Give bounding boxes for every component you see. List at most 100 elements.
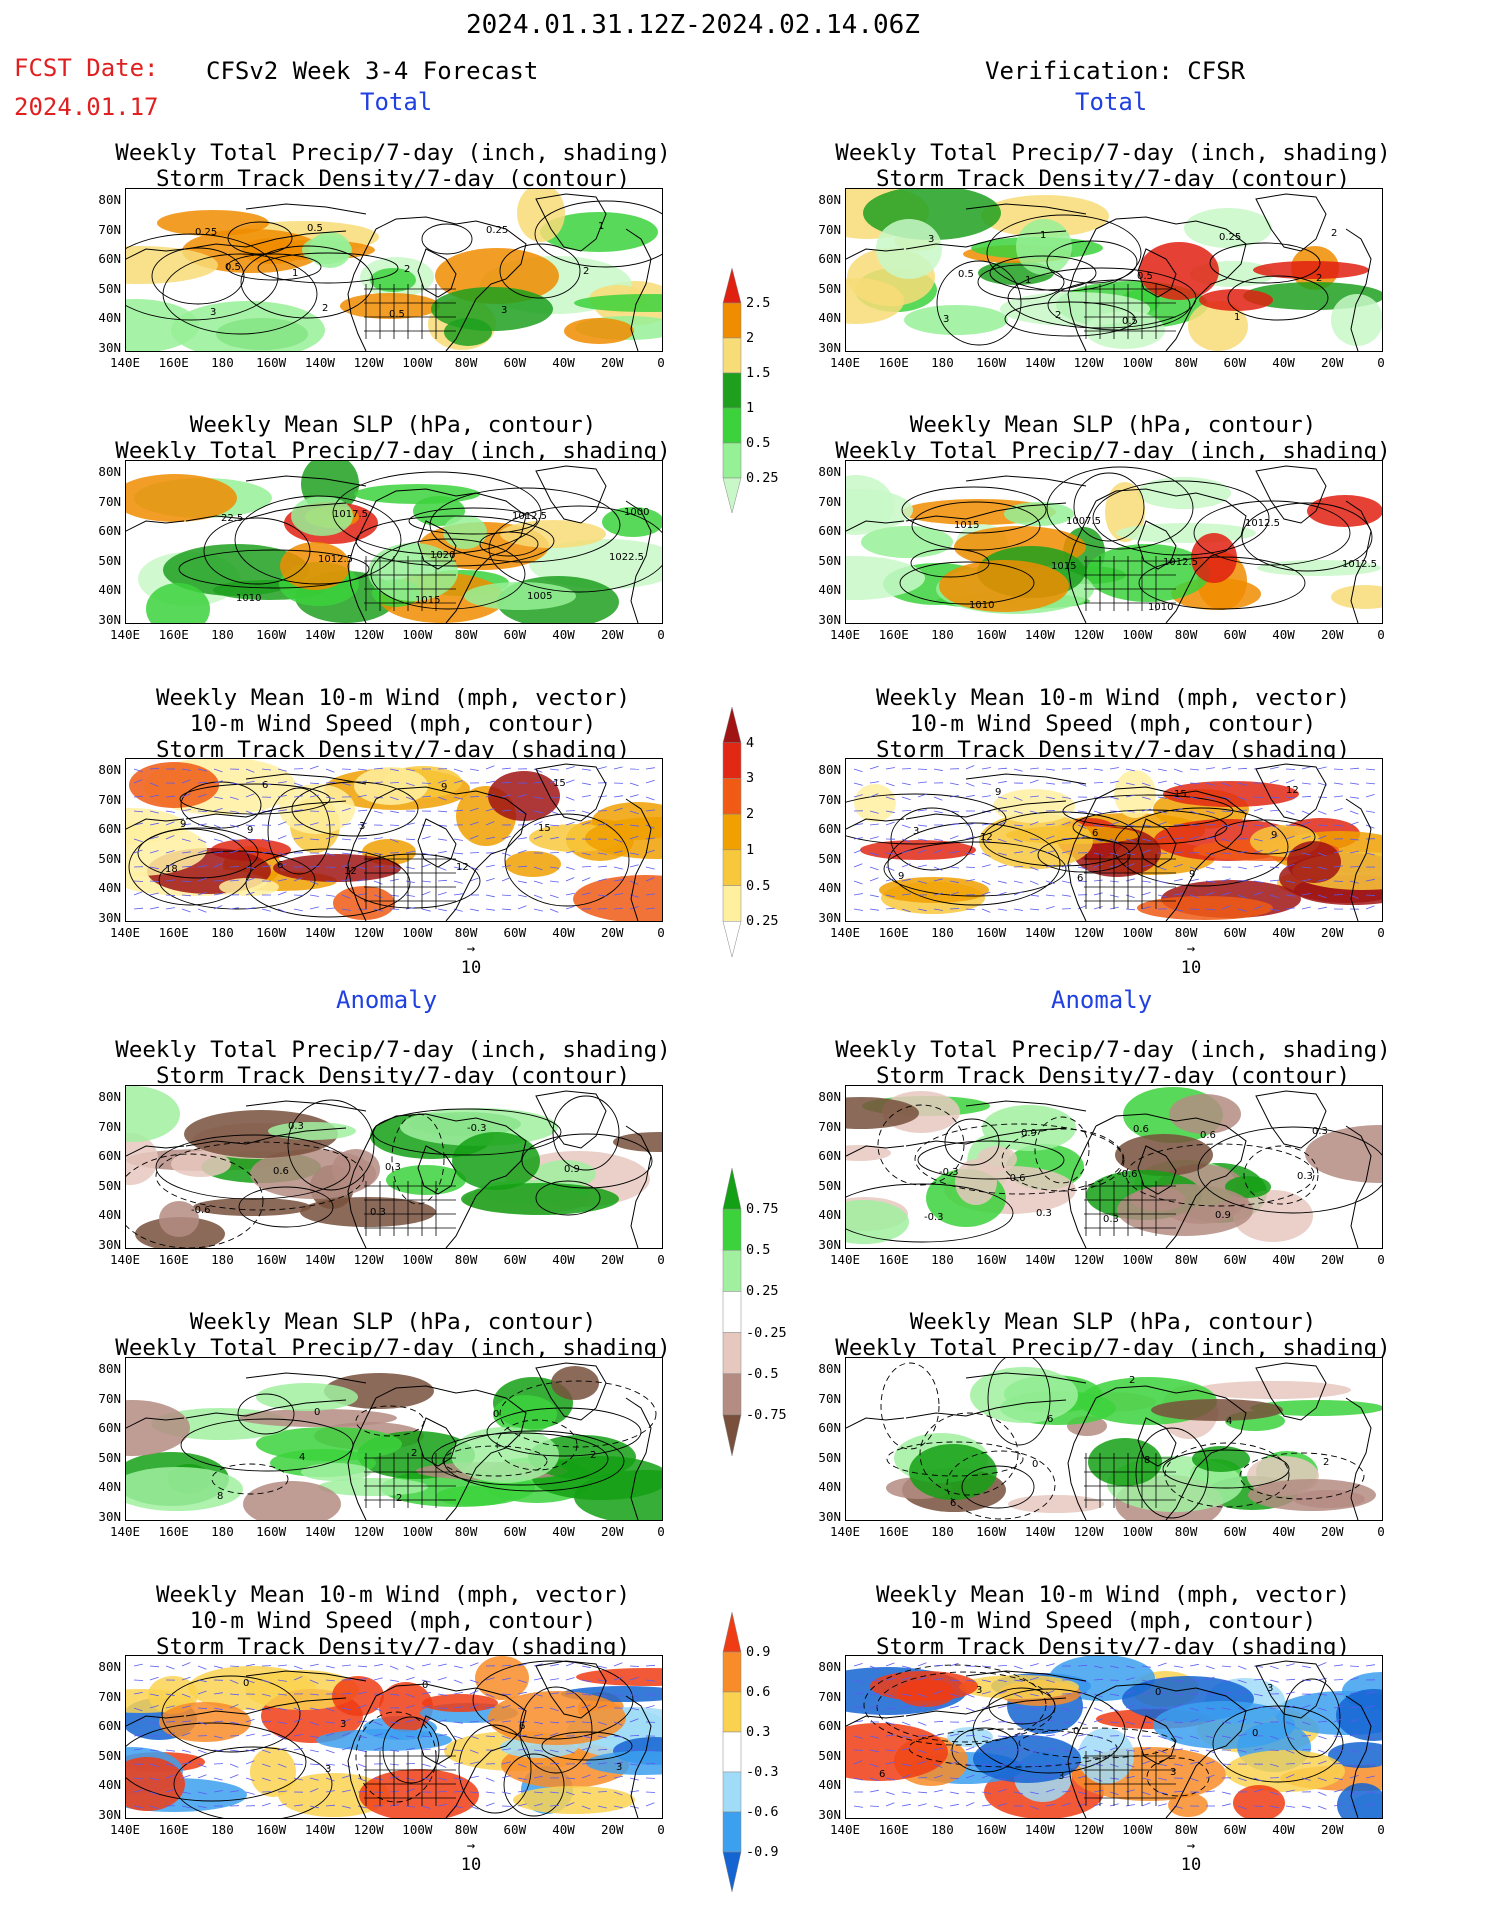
contour-label: 1010: [1148, 602, 1173, 613]
contour-label: 8: [217, 1491, 223, 1502]
contour-label: 3: [325, 1764, 331, 1775]
lon-tick: 160W: [976, 925, 1007, 940]
lon-tick: 100W: [1122, 925, 1153, 940]
lon-tick: 160E: [878, 925, 909, 940]
lon-tick: 80W: [454, 1524, 478, 1539]
lat-tick: 30N: [818, 611, 841, 627]
lon-tick: 180: [931, 1822, 954, 1837]
lon-tick: 140E: [829, 355, 861, 370]
contour-label: 0.5: [307, 223, 323, 234]
contour-label: 9: [1189, 869, 1195, 880]
lat-tick: 70N: [818, 1688, 841, 1704]
lon-tick: 0: [657, 1822, 665, 1837]
lon-tick: 80W: [1174, 1822, 1198, 1837]
lon-tick: 180: [211, 1822, 234, 1837]
colorbar-segment: [722, 1651, 742, 1693]
panel-title-line: 10-m Wind Speed (mph, contour): [909, 1608, 1317, 1634]
lon-tick: 140W: [304, 627, 335, 642]
lat-tick: 70N: [818, 221, 841, 237]
contour-label: 0: [1252, 1728, 1258, 1739]
contour-label: 9: [995, 787, 1001, 798]
panel-title-line: Weekly Mean SLP (hPa, contour): [909, 412, 1317, 438]
lat-tick: 70N: [818, 791, 841, 807]
colorbar-segment: [722, 302, 742, 339]
lat-tick: 50N: [98, 1177, 121, 1193]
contour-label: 0.9: [564, 1164, 580, 1175]
lon-tick: 140E: [829, 1524, 861, 1539]
lat-tick: 60N: [98, 1718, 121, 1733]
contour-label: -0.6: [1006, 1173, 1026, 1184]
contour-label: 0.9: [1021, 1128, 1037, 1139]
lat-tick: 80N: [818, 1089, 841, 1104]
lon-tick: 160E: [878, 1252, 909, 1267]
lon-tick: 100W: [1122, 627, 1153, 642]
contour-label: 3: [976, 1685, 982, 1696]
lat-tick: 80N: [98, 1089, 121, 1104]
colorbar-segment: [722, 372, 742, 409]
contour-label: -0.6: [1118, 1169, 1138, 1180]
map-p3: 22.5 1012.5 1015 1012.5 1022.5 1010 1017.5 1020…: [125, 460, 663, 624]
contour-label: 9: [441, 782, 447, 793]
contour-label: 1012.5: [1163, 557, 1198, 568]
colorbar-segment: [722, 1771, 742, 1813]
contour-label: 2: [1316, 273, 1322, 284]
lon-tick: 100W: [402, 1252, 433, 1267]
lon-tick: 0: [1377, 1252, 1385, 1267]
map-p12: 3 0 0 6 3 0 3 3: [845, 1655, 1383, 1819]
colorbar-label: 1: [746, 400, 755, 416]
lon-tick: 80W: [454, 925, 478, 940]
colorbar-label: 0.5: [746, 1242, 771, 1259]
contour-label: 8: [1144, 1455, 1150, 1466]
lon-tick: 60W: [503, 1252, 527, 1267]
lon-tick: 140W: [1024, 627, 1055, 642]
lon-tick: 140W: [1024, 1252, 1055, 1267]
lon-tick: 20W: [600, 1822, 624, 1837]
lon-tick: 140E: [109, 627, 141, 642]
lon-tick: 20W: [600, 1252, 624, 1267]
colorbar-label: -0.25: [746, 1324, 787, 1341]
map-p11: 3 0 6 3 0 3: [125, 1655, 663, 1819]
contour-label: 1: [1025, 275, 1031, 286]
lat-tick: 50N: [818, 1449, 841, 1465]
colorbar-anom_precip: [722, 1168, 742, 1457]
colorbar-total_storm: [722, 707, 742, 958]
contour-label: 3: [913, 826, 919, 837]
lon-tick: 140W: [304, 925, 335, 940]
lat-tick: 60N: [818, 523, 841, 538]
colorbar-segment: [722, 1851, 742, 1893]
panel-title-line: Storm Track Density/7-day (contour): [155, 166, 631, 192]
colorbar-label: 0.25: [746, 913, 779, 930]
lon-tick: 120W: [353, 1822, 384, 1837]
contour-label: 0: [314, 1407, 320, 1418]
lat-tick: 60N: [98, 821, 121, 836]
lon-tick: 160W: [976, 1252, 1007, 1267]
lon-tick: 120W: [353, 1252, 384, 1267]
colorbar-segment: [722, 1811, 742, 1853]
lon-tick: 60W: [1223, 925, 1247, 940]
contour-label: 0.25: [486, 225, 508, 236]
lat-tick: 50N: [98, 1747, 121, 1763]
lat-tick: 70N: [98, 1118, 121, 1134]
lon-tick: 140E: [109, 925, 141, 940]
colorbar-label: 0.25: [746, 1283, 779, 1300]
contour-label: 0.5: [225, 262, 241, 273]
lon-tick: 60W: [1223, 627, 1247, 642]
lon-tick: 120W: [1073, 627, 1104, 642]
colorbar-segment: [722, 1208, 742, 1251]
colorbar-segment: [722, 1373, 742, 1416]
lon-tick: 180: [211, 627, 234, 642]
lon-tick: 0: [1377, 925, 1385, 940]
lon-tick: 160W: [976, 1524, 1007, 1539]
lon-tick: 140E: [109, 1822, 141, 1837]
lon-tick: 0: [1377, 355, 1385, 370]
contour-label: 3: [943, 314, 949, 325]
lon-tick: 0: [657, 627, 665, 642]
lon-tick: 120W: [1073, 355, 1104, 370]
lat-tick: 80N: [818, 1361, 841, 1376]
contour-label: 0.3: [288, 1121, 304, 1132]
lon-tick: 80W: [454, 627, 478, 642]
left-anomaly-label: Anomaly: [336, 986, 438, 1014]
lat-tick: 60N: [818, 821, 841, 836]
contour-label: 0.3: [1312, 1126, 1328, 1137]
lon-tick: 160E: [878, 355, 909, 370]
